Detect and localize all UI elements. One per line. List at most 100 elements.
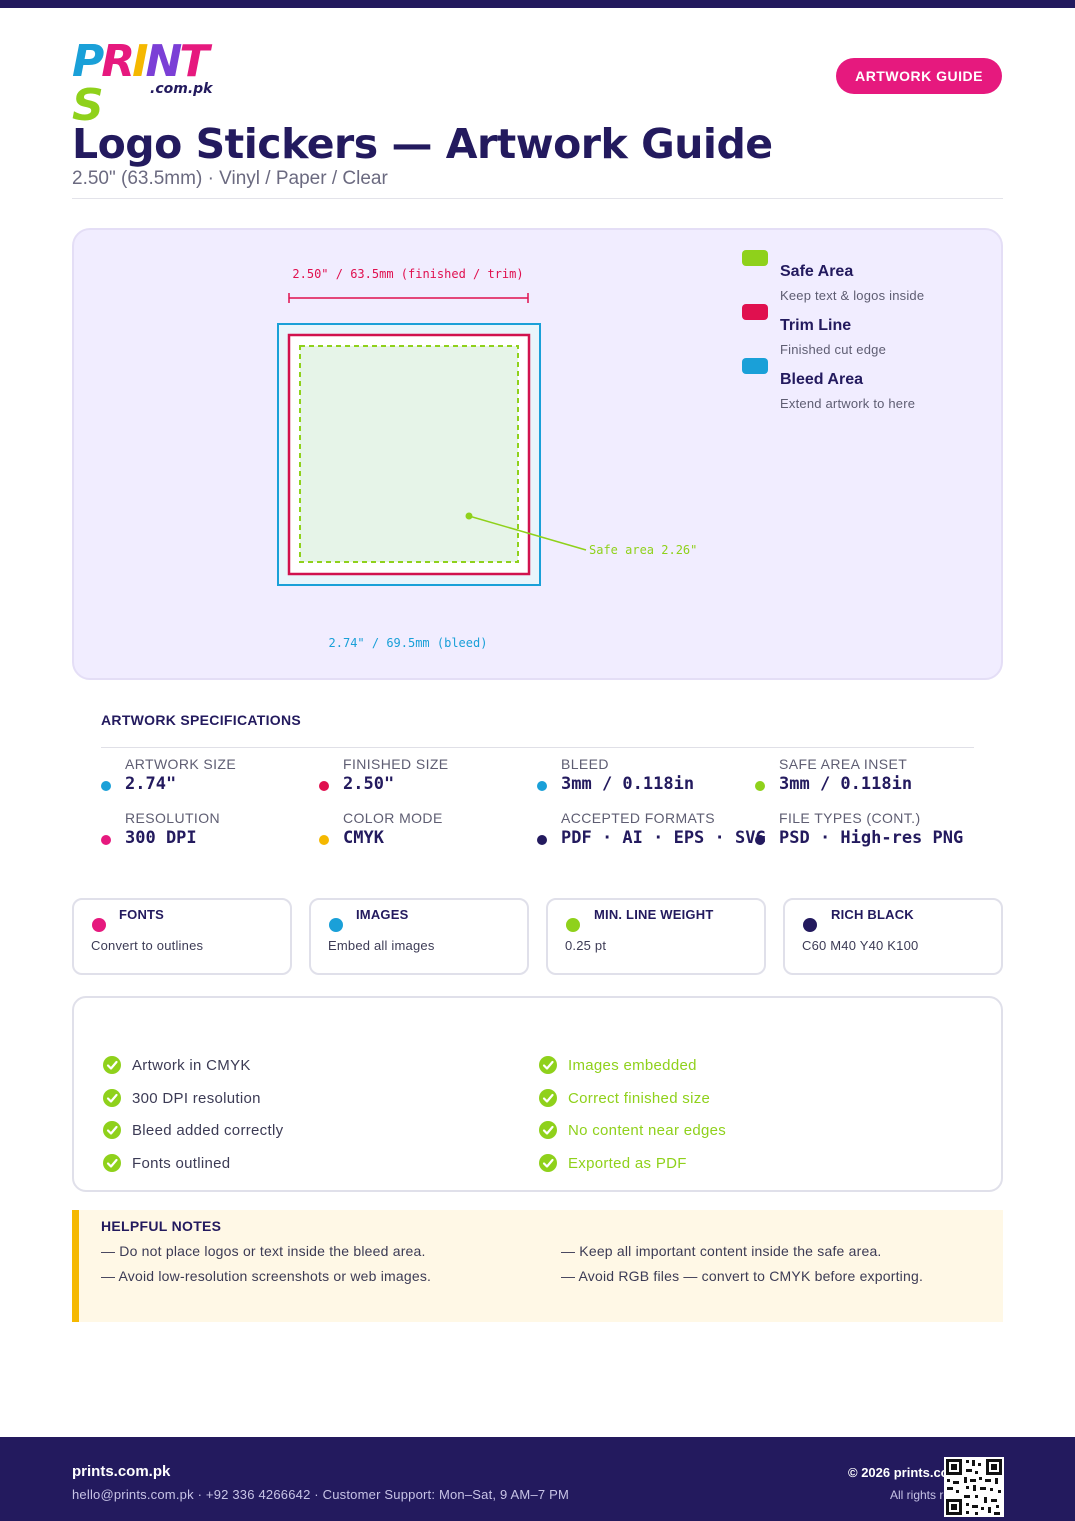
card-images: IMAGES Embed all images	[309, 898, 529, 975]
spec-value: 2.74"	[125, 774, 177, 794]
logo-letter: N	[145, 36, 183, 87]
card-title: MIN. LINE WEIGHT	[594, 907, 714, 922]
spec-dot	[319, 835, 329, 845]
spec-accepted-formats: ACCEPTED FORMATS PDF · AI · EPS · SVG	[537, 810, 766, 856]
legend-desc: Keep text & logos inside	[780, 288, 925, 303]
spec-label: ACCEPTED FORMATS	[561, 810, 715, 826]
legend-title: Trim Line	[780, 317, 852, 334]
header-divider	[72, 198, 1003, 199]
check-icon	[539, 1154, 557, 1172]
spec-color-mode: COLOR MODE CMYK	[319, 810, 537, 856]
card-dot	[92, 918, 106, 932]
trim-swatch	[742, 304, 768, 320]
checklist-text: 300 DPI resolution	[132, 1090, 261, 1107]
spec-file-types: FILE TYPES (CONT.) PSD · High-res PNG	[755, 810, 973, 856]
spec-dot	[537, 781, 547, 791]
logo-suffix: .com.pk	[150, 81, 213, 97]
spec-label: SAFE AREA INSET	[779, 756, 908, 772]
page-title: Logo Stickers — Artwork Guide	[72, 120, 773, 168]
note-item: — Do not place logos or text inside the …	[101, 1243, 426, 1259]
check-icon	[539, 1121, 557, 1139]
spec-value: 2.50"	[343, 774, 395, 794]
diagram-legend: Safe Area Keep text & logos inside Trim …	[742, 250, 992, 412]
legend-desc: Finished cut edge	[780, 342, 887, 357]
footer-copyright: © 2026 prints.com.pk	[848, 1465, 948, 1480]
spec-value: 3mm / 0.118in	[779, 774, 913, 794]
specs-divider	[101, 747, 974, 748]
spec-safe-area-inset: SAFE AREA INSET 3mm / 0.118in	[755, 756, 973, 802]
preflight-checklist: Artwork in CMYK 300 DPI resolution Bleed…	[72, 996, 1003, 1192]
footer-brand[interactable]: prints.com.pk	[72, 1463, 171, 1480]
spec-dot	[101, 835, 111, 845]
card-title: RICH BLACK	[831, 907, 914, 922]
checklist-text: Exported as PDF	[568, 1155, 687, 1172]
safe-area-callout: Safe area 2.26"	[589, 543, 697, 557]
helpful-notes: HELPFUL NOTES — Do not place logos or te…	[72, 1210, 1003, 1322]
check-icon	[103, 1056, 121, 1074]
spec-dot	[755, 835, 765, 845]
card-title: IMAGES	[356, 907, 409, 922]
legend-item-trim: Trim Line Finished cut edge	[742, 304, 992, 358]
card-dot	[329, 918, 343, 932]
spec-finished-size: FINISHED SIZE 2.50"	[319, 756, 537, 802]
footer-rights: All rights reserved	[890, 1488, 948, 1502]
card-text: Embed all images	[328, 938, 435, 953]
card-title: FONTS	[119, 907, 165, 922]
spec-dot	[101, 781, 111, 791]
legend-item-bleed: Bleed Area Extend artwork to here	[742, 358, 992, 412]
check-icon	[539, 1056, 557, 1074]
legend-title: Bleed Area	[780, 371, 863, 388]
bleed-dimension-label: 2.74" / 69.5mm (bleed)	[329, 636, 488, 650]
spec-dot	[319, 781, 329, 791]
spec-label: BLEED	[561, 756, 609, 772]
artwork-guide-badge: ARTWORK GUIDE	[836, 58, 1002, 94]
spec-value: PSD · High-res PNG	[779, 828, 964, 848]
legend-title: Safe Area	[780, 263, 854, 280]
logo-letter: R	[101, 36, 135, 87]
bleed-trim-safe-diagram: 2.50" / 63.5mm (finished / trim) Safe ar…	[277, 267, 697, 650]
card-dot	[566, 918, 580, 932]
card-min-line-weight: MIN. LINE WEIGHT 0.25 pt	[546, 898, 766, 975]
qr-code-icon[interactable]	[944, 1457, 1004, 1517]
card-rich-black: RICH BLACK C60 M40 Y40 K100	[783, 898, 1003, 975]
page-footer: prints.com.pk hello@prints.com.pk · +92 …	[0, 1437, 1075, 1521]
spec-label: FINISHED SIZE	[343, 756, 449, 772]
legend-desc: Extend artwork to here	[780, 396, 916, 411]
spec-dot	[755, 781, 765, 791]
check-icon	[103, 1121, 121, 1139]
card-text: C60 M40 Y40 K100	[802, 938, 919, 953]
check-icon	[103, 1154, 121, 1172]
spec-dot	[537, 835, 547, 845]
spec-label: COLOR MODE	[343, 810, 443, 826]
spec-artwork-size: ARTWORK SIZE 2.74"	[101, 756, 319, 802]
page-subtitle: 2.50" (63.5mm) · Vinyl / Paper / Clear	[72, 168, 388, 189]
checklist-text: Bleed added correctly	[132, 1122, 284, 1139]
checklist-text: Artwork in CMYK	[132, 1057, 251, 1074]
bleed-swatch	[742, 358, 768, 374]
spec-resolution: RESOLUTION 300 DPI	[101, 810, 319, 856]
safe-swatch	[742, 250, 768, 266]
note-item: — Avoid low-resolution screenshots or we…	[101, 1268, 432, 1284]
logo-letter: P	[72, 36, 104, 87]
spec-label: FILE TYPES (CONT.)	[779, 810, 921, 826]
logo-letter: I	[132, 36, 148, 87]
note-item: — Avoid RGB files — convert to CMYK befo…	[561, 1268, 924, 1284]
card-dot	[803, 918, 817, 932]
checklist-text: Correct finished size	[568, 1090, 711, 1107]
safe-area-box	[299, 345, 519, 563]
trim-dimension-label: 2.50" / 63.5mm (finished / trim)	[292, 267, 523, 281]
spec-label: RESOLUTION	[125, 810, 221, 826]
safe-area-pointer-line	[468, 515, 587, 551]
card-fonts: FONTS Convert to outlines	[72, 898, 292, 975]
logo-letter: S	[72, 80, 104, 131]
card-text: Convert to outlines	[91, 938, 204, 953]
spec-label: ARTWORK SIZE	[125, 756, 237, 772]
logo-wordmark: PRINTS	[72, 40, 232, 128]
check-icon	[539, 1089, 557, 1107]
checklist-text: Images embedded	[568, 1057, 697, 1074]
checklist-text: No content near edges	[568, 1122, 727, 1139]
spec-value: 300 DPI	[125, 828, 197, 848]
spec-value: 3mm / 0.118in	[561, 774, 695, 794]
note-item: — Keep all important content inside the …	[561, 1243, 882, 1259]
brand-logo[interactable]: PRINTS .com.pk	[72, 40, 232, 128]
